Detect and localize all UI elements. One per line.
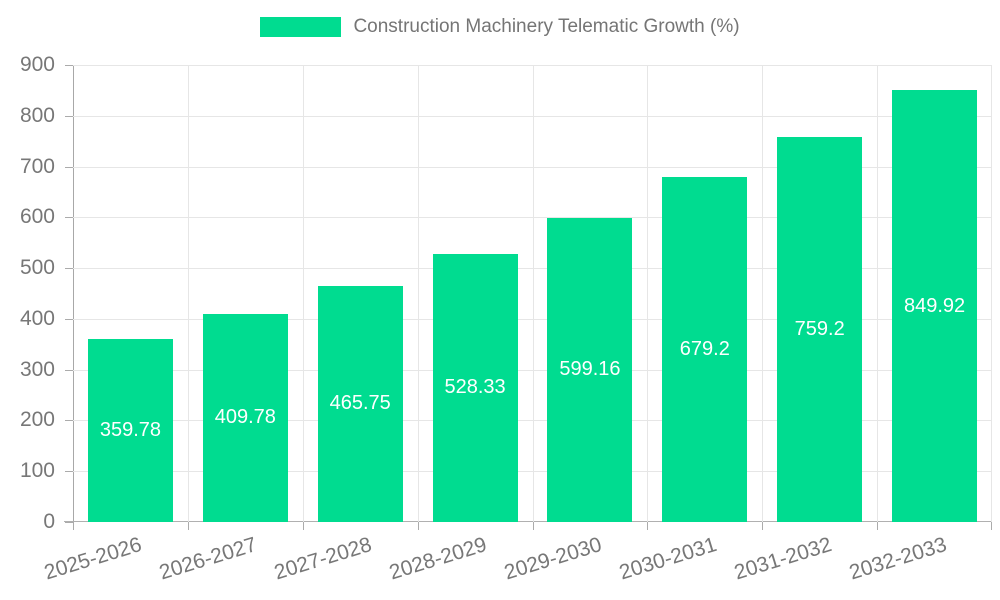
x-tick-mark — [187, 522, 189, 530]
y-tick-mark — [65, 318, 73, 320]
y-tick-label: 300 — [19, 357, 55, 381]
x-tick-mark — [417, 522, 419, 530]
legend-label: Construction Machinery Telematic Growth … — [353, 16, 740, 37]
bar-value-label: 409.78 — [214, 406, 276, 429]
y-tick-label: 700 — [19, 154, 55, 178]
y-tick-label: 200 — [19, 408, 55, 432]
bar-2028-2029[interactable]: 528.33 — [432, 253, 518, 522]
x-tick-mark — [647, 522, 649, 530]
plot-area: 359.78 409.78 465.75 528.33 599.16 679.2 759.2… — [64, 65, 992, 530]
y-tick-mark — [65, 522, 73, 523]
chart-legend: Construction Machinery Telematic Growth … — [0, 16, 1000, 38]
bar-2029-2030[interactable]: 599.16 — [547, 217, 633, 522]
bar-2032-2033[interactable]: 849.92 — [892, 90, 978, 522]
x-tick-mark — [532, 522, 534, 530]
v-gridline — [877, 65, 879, 522]
v-gridline — [417, 65, 419, 522]
x-tick-mark — [73, 522, 74, 530]
bar-2027-2028[interactable]: 465.75 — [317, 285, 403, 522]
y-tick-label: 900 — [19, 53, 55, 76]
bar-value-label: 359.78 — [99, 419, 161, 442]
x-tick-mark — [302, 522, 304, 530]
y-tick-mark — [65, 369, 73, 371]
v-gridline — [647, 65, 649, 522]
x-axis-line — [64, 521, 992, 522]
y-tick-mark — [65, 217, 73, 219]
legend-swatch-icon — [260, 17, 342, 37]
y-tick-mark — [65, 268, 73, 270]
bar-value-label: 465.75 — [329, 392, 391, 415]
y-tick-label: 500 — [19, 256, 55, 280]
y-tick-mark — [65, 166, 73, 168]
bar-2026-2027[interactable]: 409.78 — [202, 313, 288, 522]
x-tick-mark — [991, 522, 992, 530]
legend-item[interactable]: Construction Machinery Telematic Growth … — [260, 16, 740, 38]
y-tick-label: 0 — [43, 510, 55, 533]
y-tick-mark — [65, 420, 73, 422]
x-tick-mark — [762, 522, 764, 530]
v-gridline — [991, 65, 992, 522]
bar-value-label: 759.2 — [794, 317, 845, 340]
y-tick-label: 600 — [19, 205, 55, 229]
bar-value-label: 679.2 — [679, 338, 730, 361]
bar-value-label: 849.92 — [903, 294, 966, 317]
y-tick-label: 800 — [19, 103, 55, 127]
x-axis-labels: 2025-2026 2026-2027 2027-2028 2028-2029 2029… — [42, 522, 992, 600]
bar-2031-2032[interactable]: 759.2 — [777, 136, 863, 522]
y-axis-line — [73, 65, 74, 522]
y-tick-label: 400 — [19, 306, 55, 330]
bar-value-label: 599.16 — [559, 358, 621, 381]
bar-value-label: 528.33 — [444, 376, 506, 399]
v-gridline — [302, 65, 304, 522]
bar-2030-2031[interactable]: 679.2 — [662, 177, 748, 522]
y-tick-mark — [65, 471, 73, 473]
y-tick-mark — [65, 65, 73, 66]
y-tick-label: 100 — [19, 459, 55, 483]
v-gridline — [187, 65, 189, 522]
v-gridline — [762, 65, 764, 522]
y-axis-labels: 0 100 200 300 400 500 600 700 800 900 — [0, 54, 57, 533]
x-tick-mark — [877, 522, 879, 530]
v-gridline — [532, 65, 534, 522]
y-tick-mark — [65, 115, 73, 117]
bar-2025-2026[interactable]: 359.78 — [87, 339, 173, 522]
